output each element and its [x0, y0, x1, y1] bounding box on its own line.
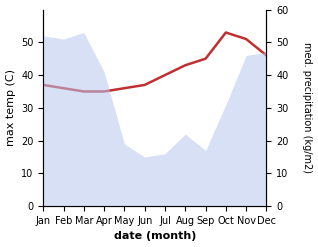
Y-axis label: max temp (C): max temp (C) [5, 69, 16, 146]
Y-axis label: med. precipitation (kg/m2): med. precipitation (kg/m2) [302, 42, 313, 173]
X-axis label: date (month): date (month) [114, 231, 196, 242]
